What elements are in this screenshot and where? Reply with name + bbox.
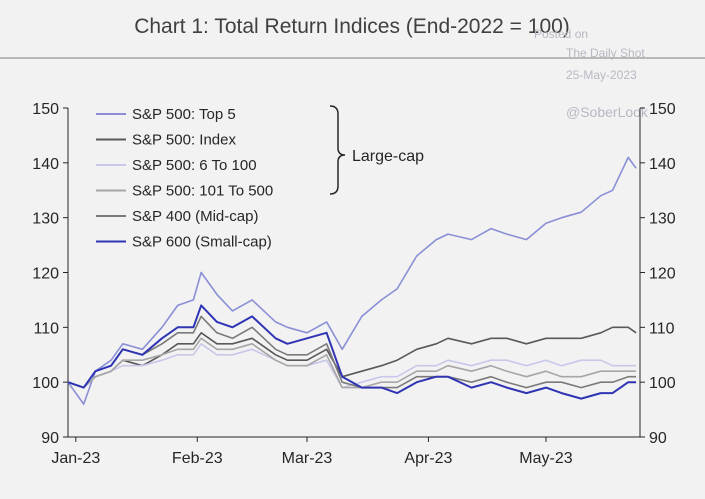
legend-label-3: S&P 500: 6 To 100 [132,157,257,174]
legend-label-2: S&P 500: Index [132,132,236,149]
watermark-posted: Posted on [534,27,588,41]
axes: 90 90 100 100 110 110 120 120 130 130 140 140 150 150… [32,101,676,467]
y-tick-label-left: 100 [32,375,59,392]
y-tick-label-right: 130 [649,211,676,228]
x-tick-label: Mar-23 [282,450,333,467]
watermark-source: The Daily Shot [566,46,645,60]
y-tick-label-right: 120 [649,266,676,283]
y-tick-label-right: 90 [649,430,667,447]
bracket-shape [329,105,346,195]
large-cap-label: Large-cap [352,148,424,165]
series-line-1 [67,156,637,405]
series-line-6 [67,304,637,400]
watermark: Posted on The Daily Shot 25-May-2023 @So… [534,27,649,120]
series-layer [67,156,637,405]
y-tick-label-left: 150 [32,101,59,118]
x-tick-label: Apr-23 [404,450,452,467]
large-cap-bracket: Large-cap [329,105,424,195]
watermark-date: 25-May-2023 [566,68,637,82]
series-line-5 [67,315,637,389]
y-tick-label-right: 110 [649,320,675,337]
legend-label-4: S&P 500: 101 To 500 [132,183,273,200]
y-tick-label-left: 130 [32,211,59,228]
y-tick-label-left: 120 [32,266,59,283]
y-tick-label-right: 150 [649,101,676,118]
y-tick-label-left: 110 [33,320,59,337]
series-line-4 [67,337,637,389]
watermark-handle: @SoberLook [566,104,649,120]
y-tick-label-left: 140 [32,156,59,173]
legend-label-5: S&P 400 (Mid-cap) [132,208,258,225]
y-tick-label-right: 140 [649,156,676,173]
x-tick-label: Jan-23 [51,450,100,467]
x-tick-label: May-23 [519,450,572,467]
legend-label-6: S&P 600 (Small-cap) [132,234,272,251]
x-tick-label: Feb-23 [172,450,223,467]
chart-title: Chart 1: Total Return Indices (End-2022 … [134,15,570,38]
legend-label-1: S&P 500: Top 5 [132,106,236,123]
y-tick-label-right: 100 [649,375,676,392]
legend: S&P 500: Top 5 S&P 500: Index S&P 500: 6 T… [96,106,273,251]
y-tick-label-left: 90 [41,430,59,447]
